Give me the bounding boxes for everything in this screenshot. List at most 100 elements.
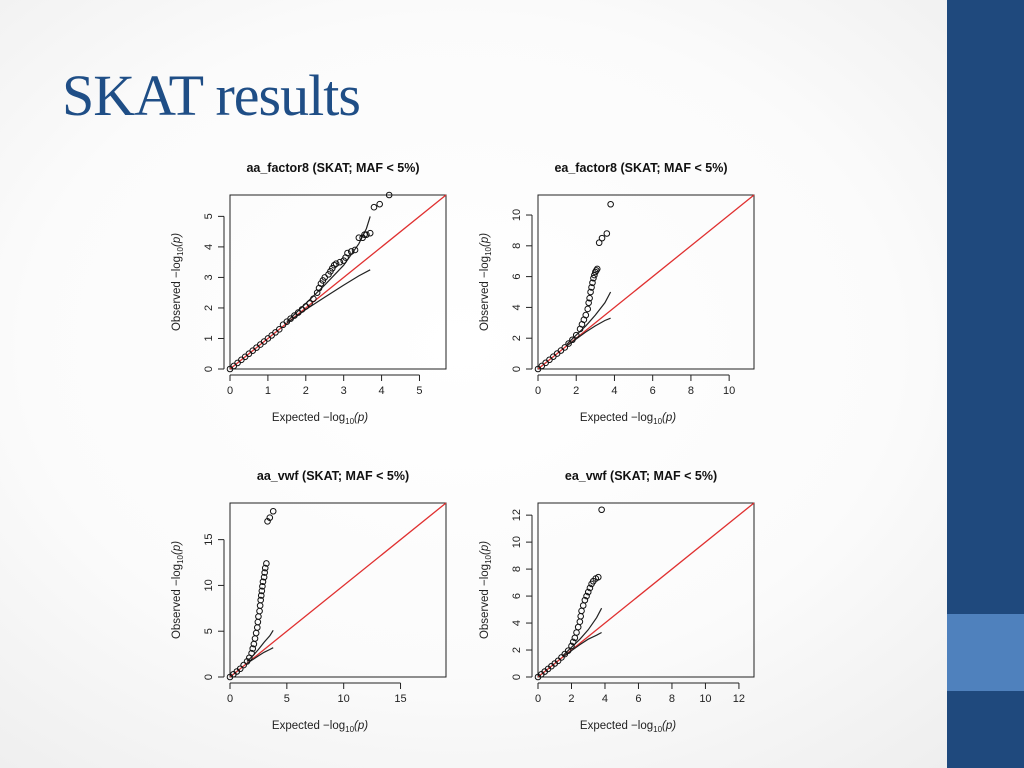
- qq-plot-aa-vwf: aa_vwf (SKAT; MAF < 5%) 0 5 10 15 0 5 10 15 Expec…: [160, 458, 490, 758]
- data-point: [565, 340, 572, 347]
- plot-title: aa_factor8 (SKAT; MAF < 5%): [246, 161, 419, 175]
- y-tick-label: 3: [203, 274, 215, 280]
- x-tick-label: 0: [535, 385, 541, 397]
- data-point: [336, 258, 344, 266]
- data-point: [589, 279, 596, 287]
- data-point: [240, 661, 247, 669]
- x-tick-label: 10: [699, 693, 711, 705]
- x-tick-label: 6: [635, 693, 641, 705]
- qq-plot-svg: aa_vwf (SKAT; MAF < 5%) 0 5 10 15 0 5 10 15 Expec…: [171, 469, 447, 734]
- data-point: [568, 642, 575, 650]
- data-point: [253, 624, 261, 631]
- data-point: [569, 638, 577, 646]
- data-point: [259, 583, 266, 590]
- qq-plot-svg: aa_factor8 (SKAT; MAF < 5%) 0 1 2 3 4 5 0 1 2 3 4 5 E…: [171, 161, 447, 426]
- y-tick-label: 0: [511, 366, 523, 372]
- x-tick-label: 2: [573, 385, 579, 397]
- x-tick-label: 10: [723, 385, 735, 397]
- x-axis-label: Expected −log10(p): [580, 412, 676, 426]
- data-point: [263, 560, 270, 567]
- data-point: [260, 573, 268, 581]
- data-point: [251, 635, 259, 642]
- data-point: [561, 650, 569, 658]
- data-point: [598, 506, 605, 514]
- data-point: [261, 564, 269, 572]
- y-tick-label: 10: [203, 579, 215, 591]
- data-point: [579, 602, 587, 609]
- data-point: [578, 607, 585, 615]
- x-tick-label: 4: [611, 385, 617, 397]
- data-point: [363, 231, 370, 238]
- data-point: [584, 588, 592, 596]
- data-point: [355, 234, 363, 242]
- x-tick-label: 2: [303, 385, 309, 397]
- x-tick-label: 6: [650, 385, 656, 397]
- data-point: [576, 618, 584, 625]
- x-tick-label: 8: [688, 385, 694, 397]
- x-tick-label: 0: [227, 385, 233, 397]
- x-tick-label: 1: [265, 385, 271, 397]
- y-tick-label: 4: [511, 620, 523, 626]
- y-tick-label: 15: [203, 534, 215, 546]
- data-point: [595, 239, 603, 247]
- y-tick-label: 6: [511, 274, 523, 280]
- x-tick-label: 12: [733, 693, 745, 705]
- data-point: [332, 260, 340, 267]
- data-point: [261, 569, 268, 576]
- confidence-band-lower: [566, 317, 611, 347]
- data-point: [266, 514, 274, 521]
- y-tick-label: 12: [511, 509, 523, 521]
- y-tick-label: 0: [203, 674, 215, 680]
- x-axis-label: Expected −log10(p): [272, 412, 368, 426]
- data-point: [581, 596, 589, 604]
- data-point: [344, 249, 351, 257]
- x-tick-label: 0: [227, 693, 233, 705]
- y-tick-label: 8: [511, 566, 523, 572]
- x-tick-label: 2: [568, 693, 574, 705]
- x-tick-label: 10: [338, 693, 350, 705]
- data-point: [583, 592, 590, 600]
- data-point: [574, 623, 582, 631]
- data-point: [259, 578, 267, 586]
- x-axis-label: Expected −log10(p): [272, 720, 368, 734]
- x-tick-label: 8: [669, 693, 675, 705]
- x-tick-label: 4: [379, 385, 385, 397]
- data-point: [587, 288, 594, 296]
- data-point: [585, 299, 592, 307]
- y-tick-label: 10: [511, 209, 523, 221]
- confidence-band-lower: [246, 647, 274, 664]
- data-point: [257, 592, 265, 599]
- y-tick-label: 2: [511, 647, 523, 653]
- data-point: [330, 261, 338, 269]
- data-point: [249, 645, 257, 652]
- decorative-side-bar-accent: [947, 614, 1024, 691]
- y-tick-label: 8: [511, 243, 523, 249]
- y-tick-label: 6: [511, 593, 523, 599]
- data-point: [257, 596, 264, 604]
- data-point: [256, 607, 263, 615]
- data-point: [306, 300, 313, 307]
- y-tick-label: 4: [511, 304, 523, 310]
- x-tick-label: 5: [416, 385, 422, 397]
- y-axis-label: Observed −log10(p): [479, 233, 493, 331]
- data-point: [385, 191, 393, 199]
- y-tick-label: 10: [511, 536, 523, 548]
- data-point: [586, 584, 594, 592]
- data-point: [561, 344, 569, 351]
- plot-frame: [537, 194, 755, 370]
- data-point: [593, 265, 601, 273]
- data-point: [252, 629, 260, 637]
- data-point: [586, 294, 593, 302]
- data-point: [588, 284, 595, 291]
- y-tick-label: 2: [511, 335, 523, 341]
- data-point: [577, 613, 584, 620]
- data-point: [554, 657, 562, 665]
- data-point: [275, 326, 283, 333]
- data-point: [254, 618, 262, 626]
- data-point: [582, 311, 590, 319]
- qq-plot-svg: ea_factor8 (SKAT; MAF < 5%) 0 2 4 6 8 10 0 2 4 6 8 1…: [479, 161, 755, 426]
- plot-title: aa_vwf (SKAT; MAF < 5%): [257, 469, 409, 483]
- data-point: [564, 647, 572, 654]
- qq-plot-ea-factor8: ea_factor8 (SKAT; MAF < 5%) 0 2 4 6 8 10 0 2 4 6 8 1…: [468, 150, 798, 450]
- data-point: [590, 274, 597, 282]
